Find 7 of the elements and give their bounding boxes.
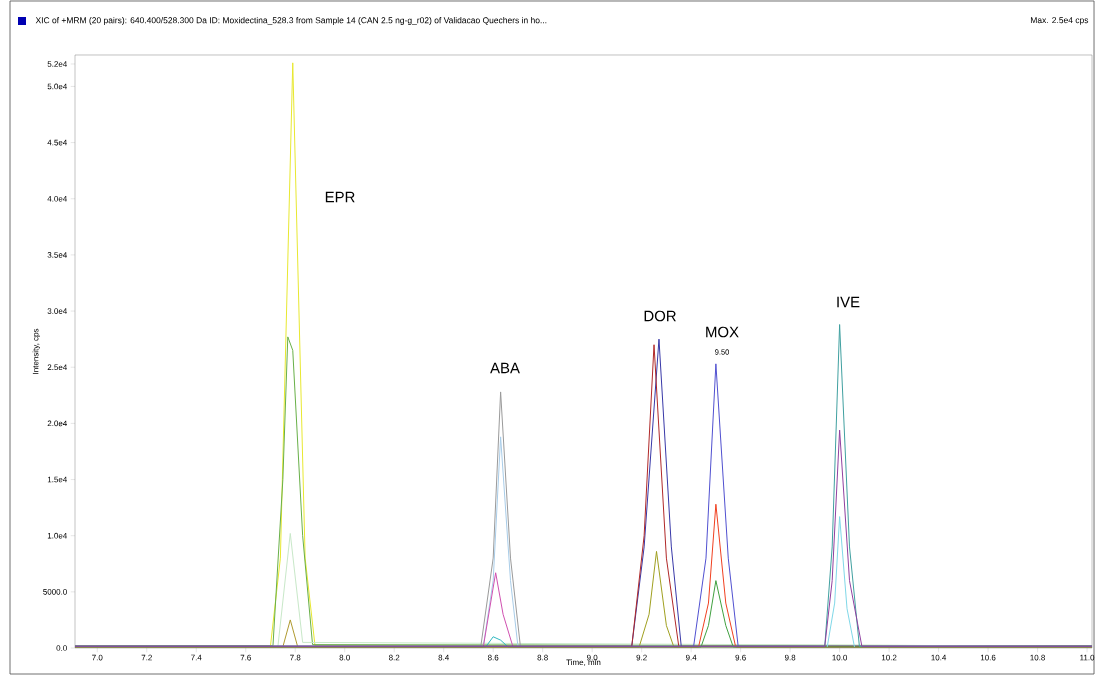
annotation: MOX — [706, 326, 739, 338]
chart-title: XIC of +MRM (20 pairs): 640.400/528.300 Da ID: Moxidectina_528.3 from Sample 14 (CAN 2.5 ng-g_r02) of Validacao Quechers in ho... — [35, 17, 547, 25]
annotation: IVE — [837, 296, 860, 308]
annotation: DOR — [644, 310, 676, 322]
annotation: EPR — [325, 191, 355, 203]
text: Max. 2.5e4 cps — [1030, 17, 1089, 25]
annotation: ABA — [490, 362, 520, 374]
